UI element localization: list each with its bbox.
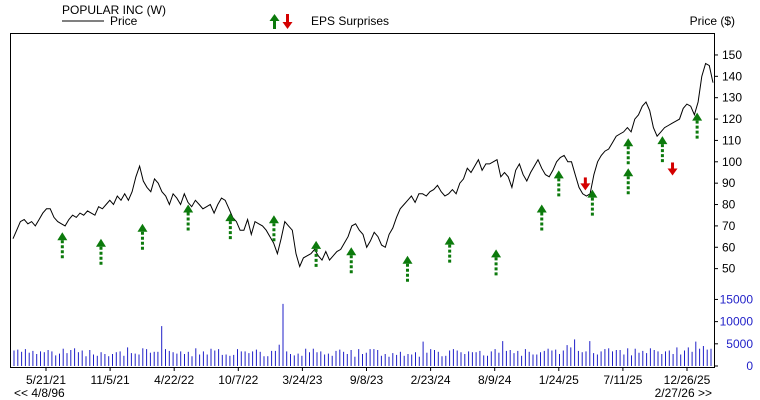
eps-arrow-head — [346, 247, 357, 256]
price-tick-label: 70 — [722, 219, 736, 233]
date-tick-label: 5/21/21 — [26, 373, 66, 387]
price-tick-label: 150 — [722, 48, 742, 62]
date-tick-label: 12/26/25 — [664, 373, 711, 387]
eps-arrow-head — [657, 136, 668, 145]
plot-frame — [10, 33, 715, 368]
eps-down-arrow — [580, 177, 591, 191]
volume-tick-label: 15000 — [720, 292, 754, 306]
volume-bars — [13, 303, 712, 366]
eps-arrow-head — [95, 238, 106, 247]
volume-axis: 0 5000 10000 15000 — [714, 292, 753, 373]
eps-up-arrow — [95, 238, 106, 267]
eps-up-legend-icon — [269, 14, 280, 29]
nav-back-link[interactable]: << 4/8/96 — [14, 386, 65, 400]
eps-arrow-head — [536, 204, 547, 213]
eps-legend-label: EPS Surprises — [311, 14, 389, 28]
date-axis: 5/21/21 11/5/21 4/22/22 10/7/22 3/24/23 9/8/2… — [26, 367, 711, 387]
eps-arrow-head — [692, 112, 703, 121]
legend: POPULAR INC (W) Price EPS Surprises Pric… — [62, 3, 735, 29]
eps-arrow-head — [623, 168, 634, 177]
eps-arrow-head — [587, 189, 598, 198]
eps-arrow-head — [623, 138, 634, 147]
date-tick-label: 2/23/24 — [411, 373, 451, 387]
eps-markers — [57, 112, 703, 284]
eps-arrow-head — [444, 236, 455, 245]
price-tick-label: 60 — [722, 240, 736, 254]
price-tick-label: 100 — [722, 155, 742, 169]
eps-up-arrow — [553, 170, 564, 199]
eps-up-arrow — [587, 189, 598, 218]
eps-arrow-shaft — [671, 162, 675, 170]
volume-tick-label: 5000 — [726, 337, 753, 351]
price-line — [12, 62, 714, 268]
nav-forward-link[interactable]: 2/27/26 >> — [655, 386, 712, 400]
price-tick-label: 90 — [722, 176, 736, 190]
eps-up-arrow — [137, 223, 148, 252]
price-tick-label: 130 — [722, 91, 742, 105]
company-name: POPULAR INC (W) — [62, 3, 166, 17]
price-tick-label: 110 — [722, 133, 741, 147]
eps-up-arrow — [536, 204, 547, 233]
eps-up-arrow — [346, 247, 357, 276]
eps-arrow-head — [57, 232, 68, 241]
eps-down-legend-icon — [282, 14, 293, 29]
eps-arrow-head — [225, 213, 236, 222]
eps-arrow-head — [667, 168, 678, 176]
eps-up-arrow — [692, 112, 703, 141]
eps-up-arrow — [623, 168, 634, 197]
volume-tick-label: 0 — [746, 359, 753, 373]
price-axis: 50 60 70 80 90 100 110 120 130 140 150 — [714, 48, 742, 276]
eps-up-arrow — [57, 232, 68, 261]
eps-arrow-head — [491, 249, 502, 258]
price-tick-label: 140 — [722, 69, 742, 83]
eps-arrow-head — [311, 240, 322, 249]
date-tick-label: 3/24/23 — [282, 373, 322, 387]
eps-up-arrow — [268, 215, 279, 244]
eps-up-arrow — [183, 204, 194, 233]
eps-up-arrow — [402, 255, 413, 284]
price-tick-label: 50 — [722, 262, 736, 276]
price-axis-label: Price ($) — [690, 14, 735, 28]
eps-up-arrow — [657, 136, 668, 165]
date-tick-label: 8/9/24 — [478, 373, 512, 387]
eps-up-arrow — [311, 240, 322, 269]
eps-up-arrow — [444, 236, 455, 265]
eps-arrow-head — [137, 223, 148, 232]
date-tick-label: 7/11/25 — [603, 373, 642, 387]
price-tick-label: 80 — [722, 198, 736, 212]
eps-up-arrow — [225, 213, 236, 242]
volume-tick-label: 10000 — [720, 315, 754, 329]
eps-up-arrow — [491, 249, 502, 278]
date-tick-label: 4/22/22 — [154, 373, 194, 387]
eps-down-arrow — [667, 162, 678, 176]
eps-arrow-head — [268, 215, 279, 224]
eps-arrow-shaft — [583, 177, 587, 185]
date-tick-label: 9/8/23 — [350, 373, 384, 387]
eps-up-arrow — [623, 138, 634, 167]
eps-arrow-head — [553, 170, 564, 179]
date-tick-label: 11/5/21 — [91, 373, 130, 387]
eps-arrow-head — [402, 255, 413, 264]
date-tick-label: 1/24/25 — [539, 373, 579, 387]
eps-arrow-head — [580, 183, 591, 191]
price-tick-label: 120 — [722, 112, 742, 126]
date-tick-label: 10/7/22 — [218, 373, 258, 387]
eps-arrow-head — [183, 204, 194, 213]
price-legend-label: Price — [110, 14, 138, 28]
